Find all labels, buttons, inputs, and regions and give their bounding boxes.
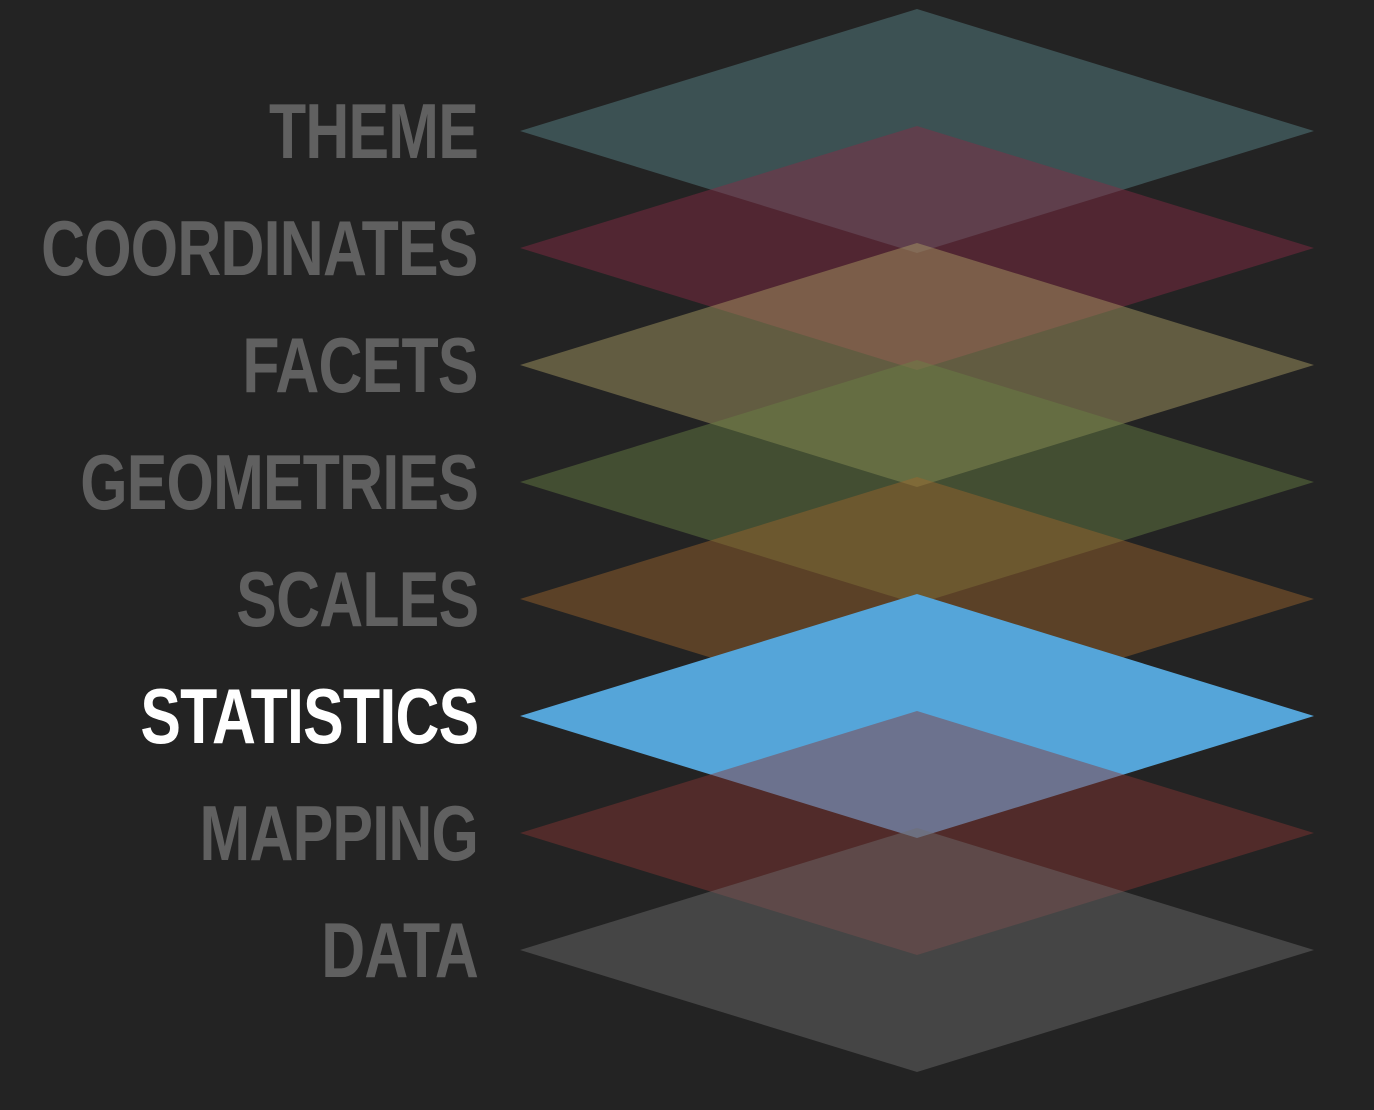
label-facets: FACETS <box>242 321 479 409</box>
layer-plane-mapping <box>520 711 1314 955</box>
layer-plane-data <box>520 828 1314 1072</box>
layer-plane-facets <box>520 243 1314 487</box>
label-coordinates: COORDINATES <box>41 204 479 292</box>
label-scales: SCALES <box>235 555 479 643</box>
layer-plane-geometries <box>520 360 1314 604</box>
label-geometries: GEOMETRIES <box>80 438 479 526</box>
label-theme: THEME <box>268 87 479 175</box>
label-mapping: MAPPING <box>199 789 479 877</box>
layer-labels: THEME COORDINATES FACETS GEOMETRIES SCAL… <box>0 0 479 1110</box>
layer-plane-coordinates <box>520 126 1314 370</box>
layer-plane-statistics <box>520 594 1314 838</box>
label-data: DATA <box>321 906 479 994</box>
layer-plane-theme <box>520 9 1314 253</box>
label-statistics: STATISTICS <box>139 672 479 760</box>
